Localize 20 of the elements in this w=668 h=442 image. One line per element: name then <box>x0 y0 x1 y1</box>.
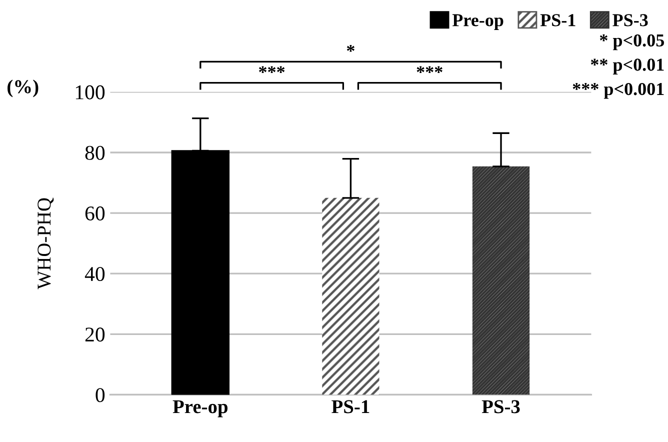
text: (%) <box>8 80 38 98</box>
text: * <box>346 44 354 52</box>
text: ** p<0.01 <box>590 58 664 74</box>
text: *** <box>416 66 442 73</box>
legend-label: Pre-op <box>452 14 504 30</box>
y-tick-label: 60 <box>85 206 105 220</box>
y-tick-label: 80 <box>85 146 105 160</box>
y-axis-title: WHO-PHQ <box>38 198 54 290</box>
y-tick-label: 100 <box>76 85 105 100</box>
annotation: *** p<0.001 <box>572 82 664 99</box>
x-tick-label: Pre-op <box>172 400 228 418</box>
y-tick-label: 40 <box>84 266 105 282</box>
x-tick-label: PS-1 <box>332 400 370 414</box>
y-tick-label: 20 <box>85 328 105 342</box>
text: *** <box>259 66 285 73</box>
legend-label: PS-1 <box>540 14 576 26</box>
y-tick-label: 0 <box>96 388 105 402</box>
text: * p<0.05 <box>600 34 664 50</box>
x-tick-label: PS-3 <box>482 400 520 414</box>
legend-label: PS-3 <box>612 14 648 26</box>
